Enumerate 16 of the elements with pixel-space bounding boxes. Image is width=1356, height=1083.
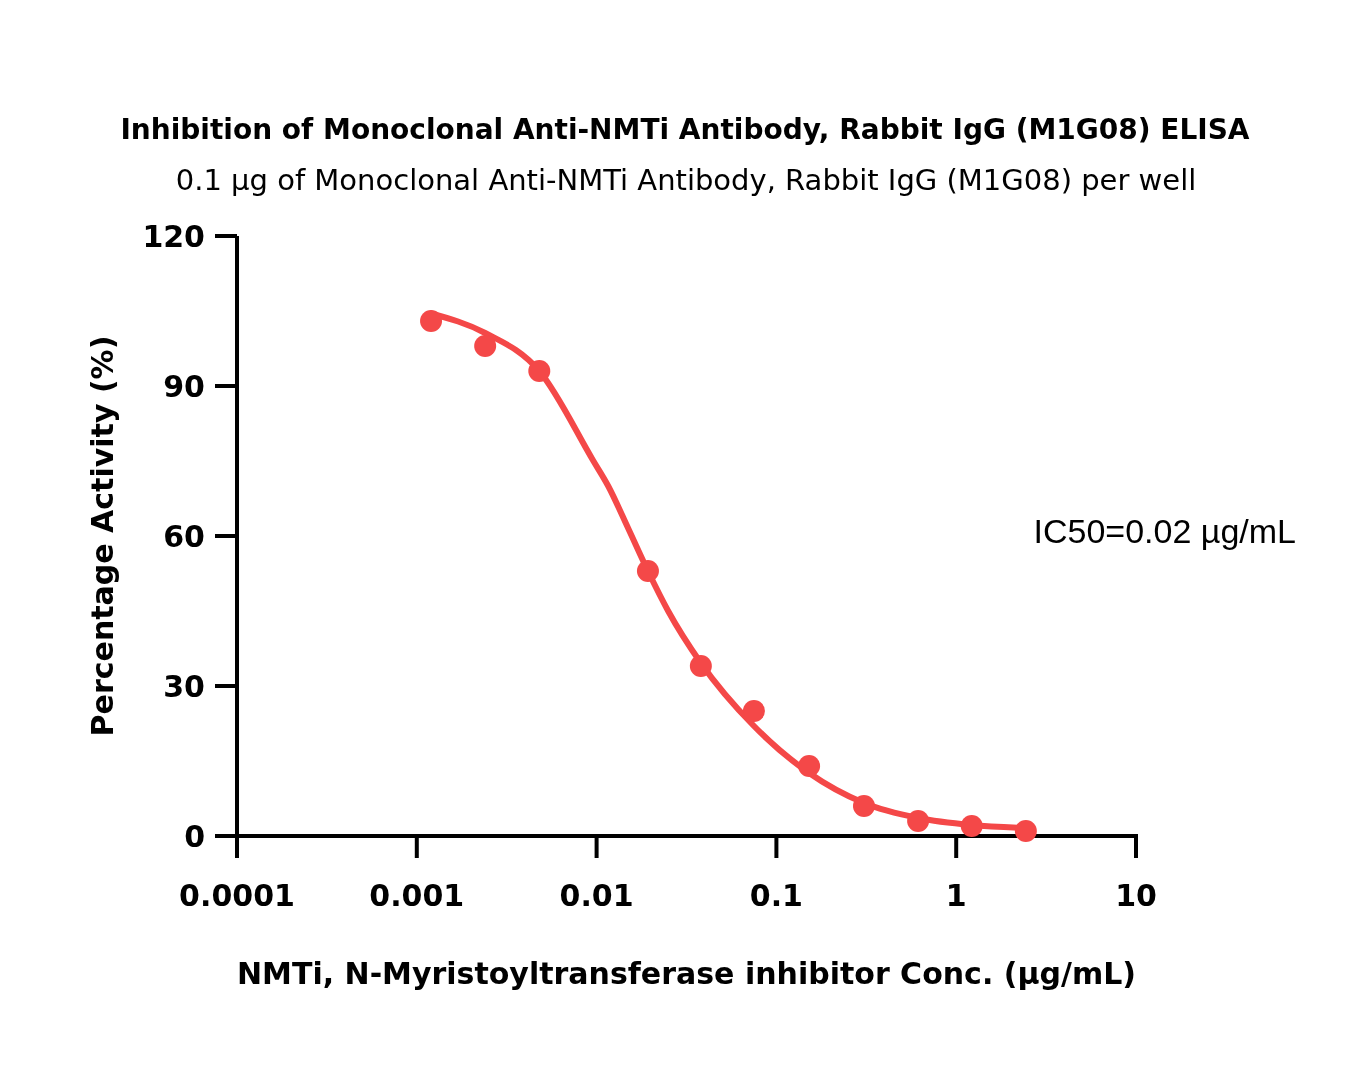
chart-subtitle: 0.1 µg of Monoclonal Anti-NMTi Antibody, Rabbit IgG (M1G08) per well <box>175 163 1197 197</box>
annotation: IC50=0.02 µg/mL <box>1033 512 1296 550</box>
y-tick-label: 30 <box>163 668 205 704</box>
x-tick-label: 10 <box>1115 878 1157 913</box>
x-axis-title: NMTi, N-Myristoyltransferase inhibitor Conc. (µg/mL) <box>236 956 1137 991</box>
x-tick-label: 0.1 <box>749 878 803 913</box>
x-tick-label: 0.001 <box>369 878 465 913</box>
y-axis-title: Percentage Activity (%) <box>85 335 120 737</box>
x-tick-label: 1 <box>945 878 967 913</box>
x-tick-label: 0.0001 <box>179 878 295 913</box>
y-tick-label: 60 <box>163 518 205 554</box>
y-tick-label: 120 <box>142 218 205 254</box>
y-tick-label: 90 <box>163 368 205 404</box>
y-tick-label: 0 <box>184 818 205 854</box>
chart-title: Inhibition of Monoclonal Anti-NMTi Antibody, Rabbit IgG (M1G08) ELISA <box>120 113 1250 146</box>
x-tick-label: 0.01 <box>559 878 634 913</box>
